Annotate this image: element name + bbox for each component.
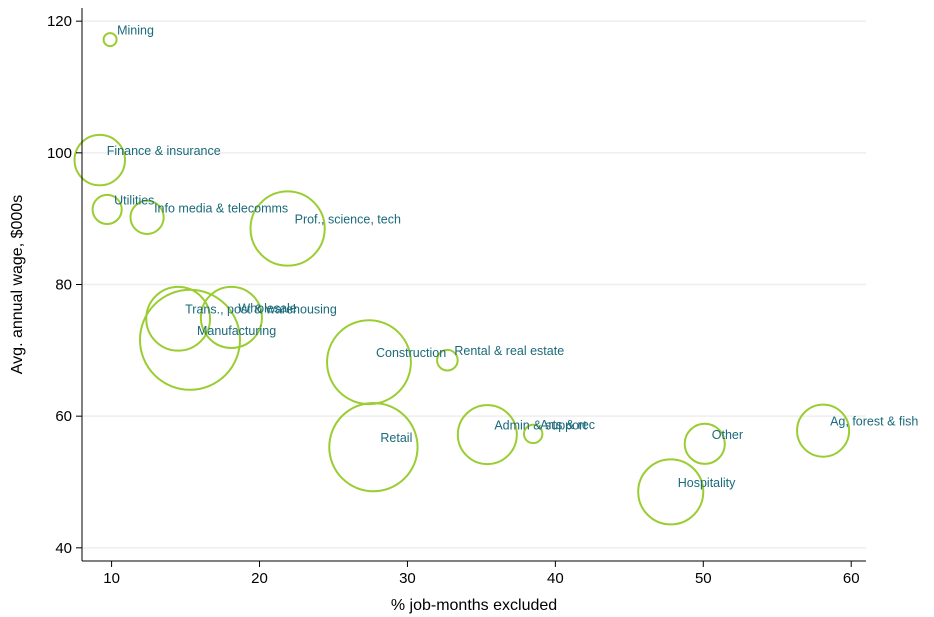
bubble-label: Trans., post & warehousing bbox=[185, 303, 337, 317]
bubble-marker bbox=[102, 32, 118, 48]
bubble-marker bbox=[683, 422, 726, 465]
bubble-marker bbox=[249, 190, 326, 267]
bubble-label: Other bbox=[712, 428, 743, 442]
x-tick-label: 60 bbox=[843, 570, 860, 587]
x-ticks: 10 20 30 40 50 60 bbox=[103, 561, 860, 587]
y-tick-label: 100 bbox=[47, 145, 72, 162]
bubble-label: Construction bbox=[376, 346, 446, 360]
bubble-marker bbox=[145, 285, 212, 352]
bubble-label: Retail bbox=[380, 431, 412, 445]
bubble-marker bbox=[796, 403, 851, 458]
x-axis-title: % job-months excluded bbox=[391, 597, 557, 614]
bubble-label: Wholesale bbox=[238, 301, 296, 315]
y-tick-label: 120 bbox=[47, 13, 72, 30]
bubble-label: Hospitality bbox=[678, 476, 736, 490]
y-ticks: 40 60 80 100 120 bbox=[47, 13, 82, 557]
x-tick-label: 20 bbox=[251, 570, 268, 587]
bubble-label: Finance & insurance bbox=[107, 144, 221, 158]
bubbles bbox=[73, 32, 851, 526]
bubble-marker bbox=[456, 404, 518, 466]
y-axis-title: Avg. annual wage, $000s bbox=[9, 195, 26, 374]
x-tick-label: 40 bbox=[547, 570, 564, 587]
bubble-marker bbox=[326, 319, 412, 406]
bubble-marker bbox=[138, 288, 241, 391]
x-tick-label: 30 bbox=[399, 570, 416, 587]
x-tick-label: 10 bbox=[103, 570, 120, 587]
bubble-label: Rental & real estate bbox=[454, 344, 564, 358]
bubble-label: Utilities bbox=[114, 193, 154, 207]
gridlines bbox=[82, 20, 866, 549]
bubble-label: Admin & support bbox=[494, 419, 587, 433]
bubble-label: Arts & rec bbox=[540, 418, 595, 432]
y-tick-label: 60 bbox=[55, 408, 72, 425]
bubble-label: Mining bbox=[117, 24, 154, 38]
bubble-label: Ag, forest & fish bbox=[830, 415, 918, 429]
bubble-marker bbox=[91, 193, 123, 226]
bubble-marker bbox=[129, 199, 165, 235]
bubble-label: Prof., science, tech bbox=[295, 213, 401, 227]
y-tick-label: 40 bbox=[55, 540, 72, 557]
x-tick-label: 50 bbox=[695, 570, 712, 587]
bubble-marker bbox=[522, 423, 544, 445]
y-tick-label: 80 bbox=[55, 277, 72, 294]
bubble-label: Info media & telecomms bbox=[154, 201, 288, 215]
bubble-marker bbox=[328, 401, 419, 493]
bubble-label: Manufacturing bbox=[197, 324, 276, 338]
bubble-marker bbox=[436, 348, 459, 372]
bubble-marker bbox=[199, 285, 263, 349]
bubble-marker bbox=[73, 133, 126, 187]
bubble-marker bbox=[637, 458, 705, 526]
